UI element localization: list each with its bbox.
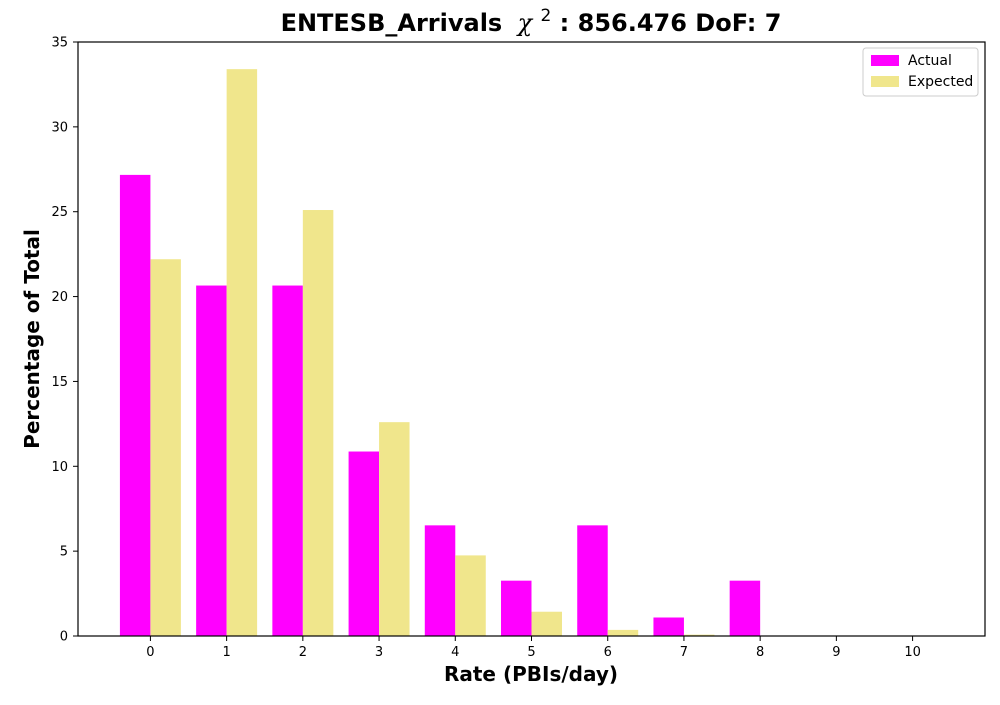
bar-expected-5 xyxy=(532,612,562,636)
y-tick-label: 25 xyxy=(51,205,68,220)
y-tick-label: 0 xyxy=(60,630,68,645)
x-tick-label: 5 xyxy=(527,645,535,660)
bar-expected-0 xyxy=(150,259,180,636)
bar-expected-4 xyxy=(455,555,485,636)
bar-actual-0 xyxy=(120,175,150,636)
x-axis-label: Rate (PBIs/day) xyxy=(444,662,618,686)
legend-swatch-actual xyxy=(871,55,899,66)
x-tick-label: 10 xyxy=(904,645,921,660)
legend: Actual Expected xyxy=(863,48,978,96)
chart-title-exponent: 2 xyxy=(540,6,551,26)
y-axis-label: Percentage of Total xyxy=(20,229,44,449)
y-tick-label: 20 xyxy=(51,290,68,305)
y-tick-label: 30 xyxy=(51,120,68,135)
x-tick-label: 2 xyxy=(299,645,307,660)
bar-actual-3 xyxy=(349,452,379,636)
chart-title-suffix: : 856.476 DoF: 7 xyxy=(560,9,782,37)
y-tick-label: 35 xyxy=(51,36,68,51)
bar-expected-2 xyxy=(303,210,333,636)
chart-title-symbol: χ xyxy=(516,9,534,37)
bar-actual-4 xyxy=(425,525,455,636)
y-tick-label: 5 xyxy=(60,545,68,560)
x-tick-label: 9 xyxy=(832,645,840,660)
x-tick-label: 0 xyxy=(146,645,154,660)
bar-actual-6 xyxy=(577,525,607,636)
bar-actual-5 xyxy=(501,581,531,636)
legend-swatch-expected xyxy=(871,76,899,87)
y-tick-label: 15 xyxy=(51,375,68,390)
legend-label-actual: Actual xyxy=(908,53,952,69)
bar-actual-1 xyxy=(196,286,226,636)
x-tick-label: 3 xyxy=(375,645,383,660)
x-tick-label: 1 xyxy=(222,645,230,660)
y-tick-label: 10 xyxy=(51,460,68,475)
bar-actual-7 xyxy=(653,618,683,637)
bar-actual-8 xyxy=(730,581,760,636)
bar-expected-3 xyxy=(379,422,409,636)
x-tick-label: 6 xyxy=(604,645,612,660)
bar-actual-2 xyxy=(272,286,302,636)
x-tick-label: 4 xyxy=(451,645,459,660)
legend-label-expected: Expected xyxy=(908,74,973,90)
bar-expected-6 xyxy=(608,630,638,636)
x-tick-label: 8 xyxy=(756,645,764,660)
x-tick-label: 7 xyxy=(680,645,688,660)
bar-expected-1 xyxy=(227,69,257,636)
chart-title-main: ENTESB_Arrivals xyxy=(281,9,503,37)
